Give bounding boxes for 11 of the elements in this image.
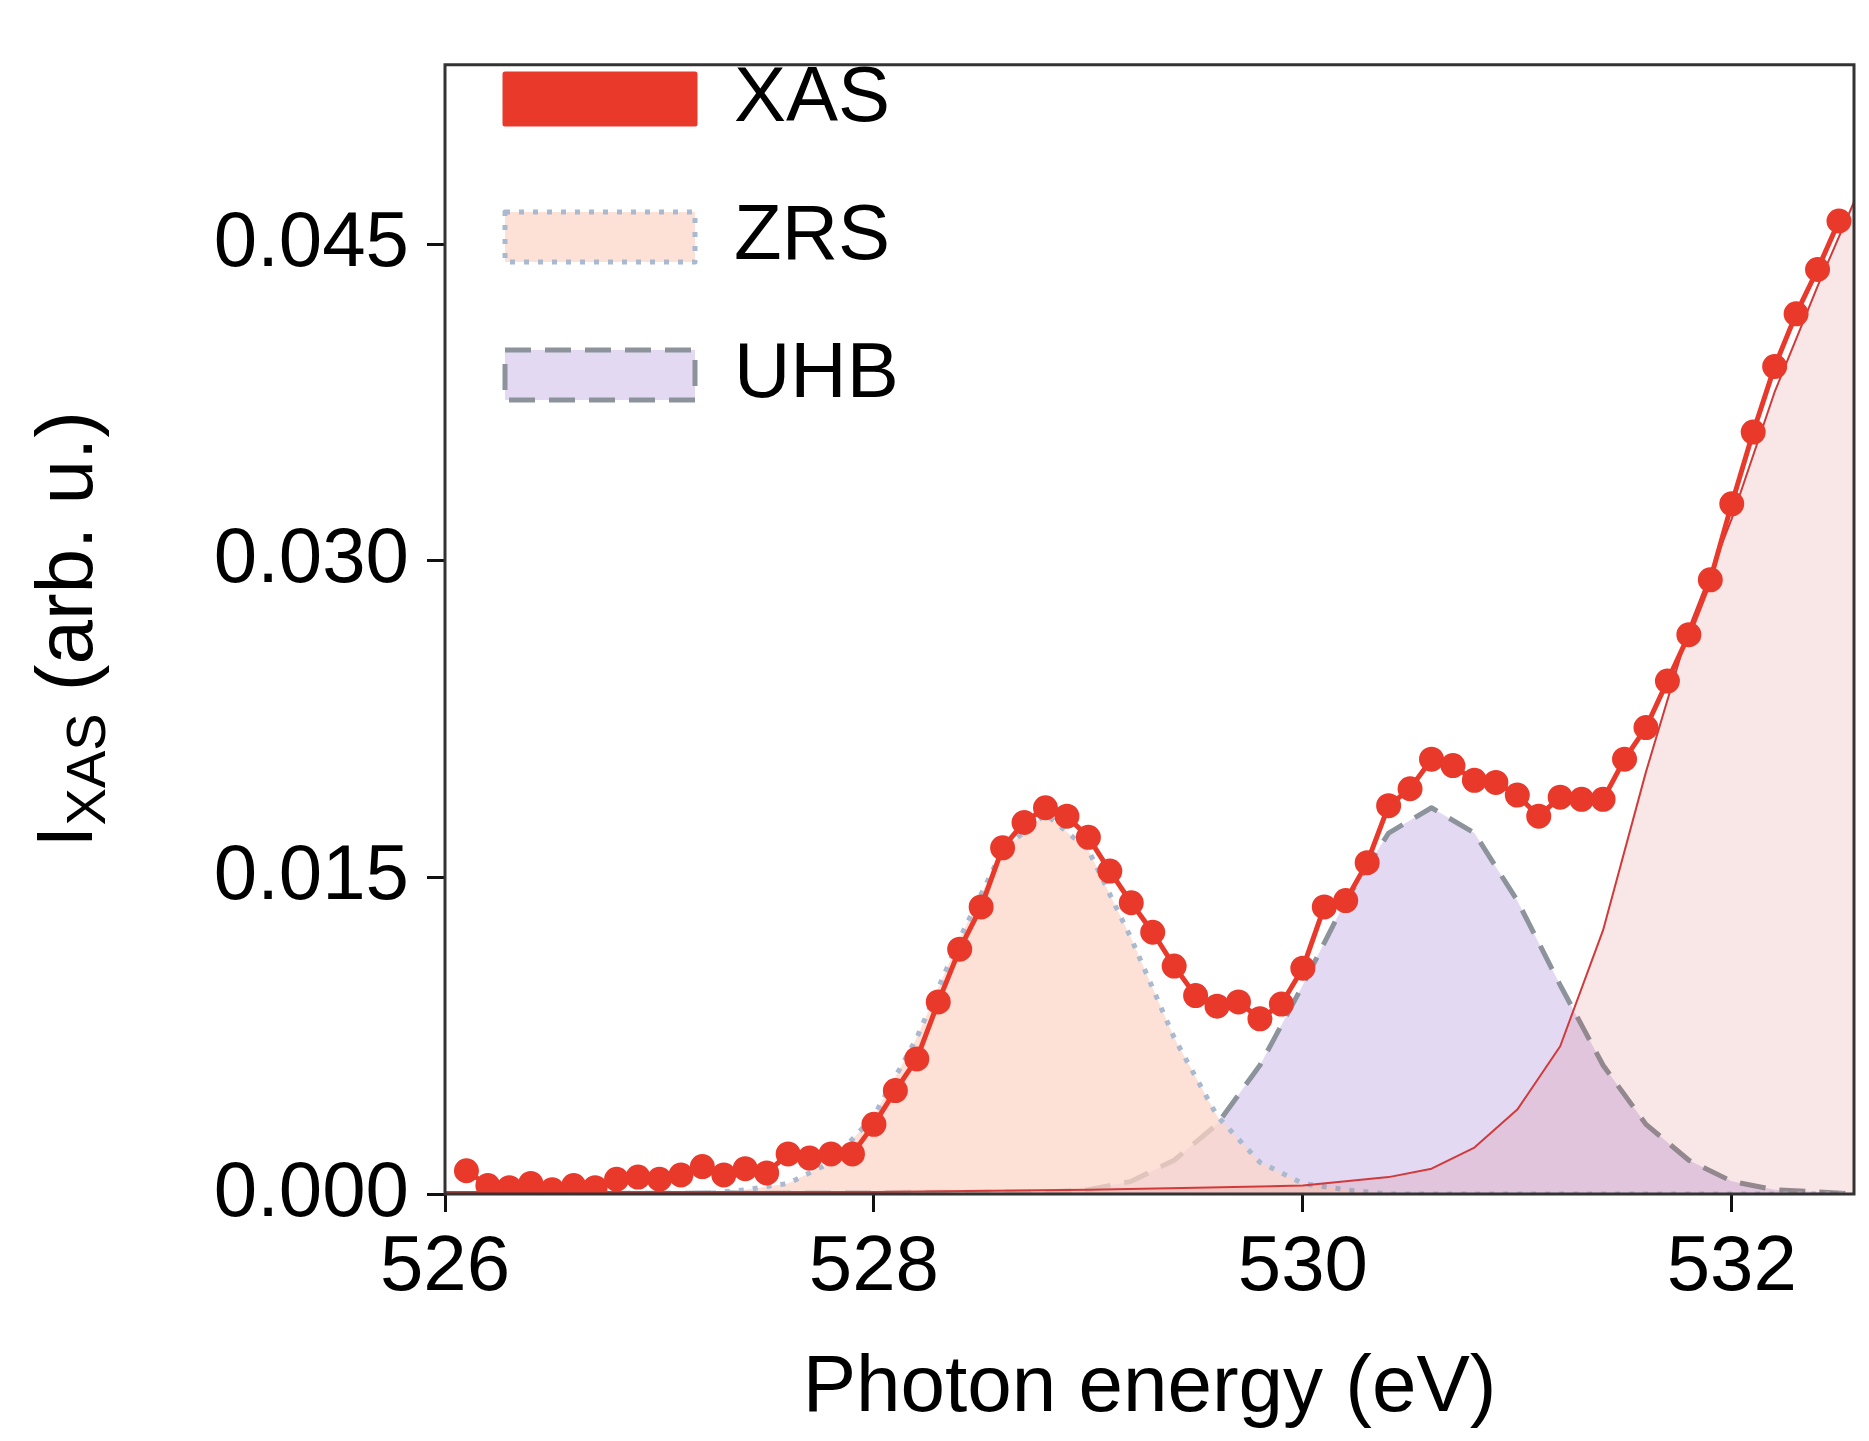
y-tick-label: 0.045: [213, 194, 409, 283]
legend-label: UHB: [734, 325, 899, 414]
y-tick-label: 0.015: [213, 827, 409, 916]
legend-label: XAS: [734, 49, 891, 138]
y-tick-label: 0.030: [213, 511, 409, 600]
x-tick-label: 532: [1666, 1219, 1797, 1308]
x-tick-label: 530: [1237, 1219, 1368, 1308]
y-axis-title: IXAS (arb. u.): [20, 411, 118, 848]
x-axis-title: Photon energy (eV): [802, 1339, 1497, 1429]
x-tick-label: 528: [808, 1219, 939, 1308]
legend-label: ZRS: [734, 187, 890, 276]
